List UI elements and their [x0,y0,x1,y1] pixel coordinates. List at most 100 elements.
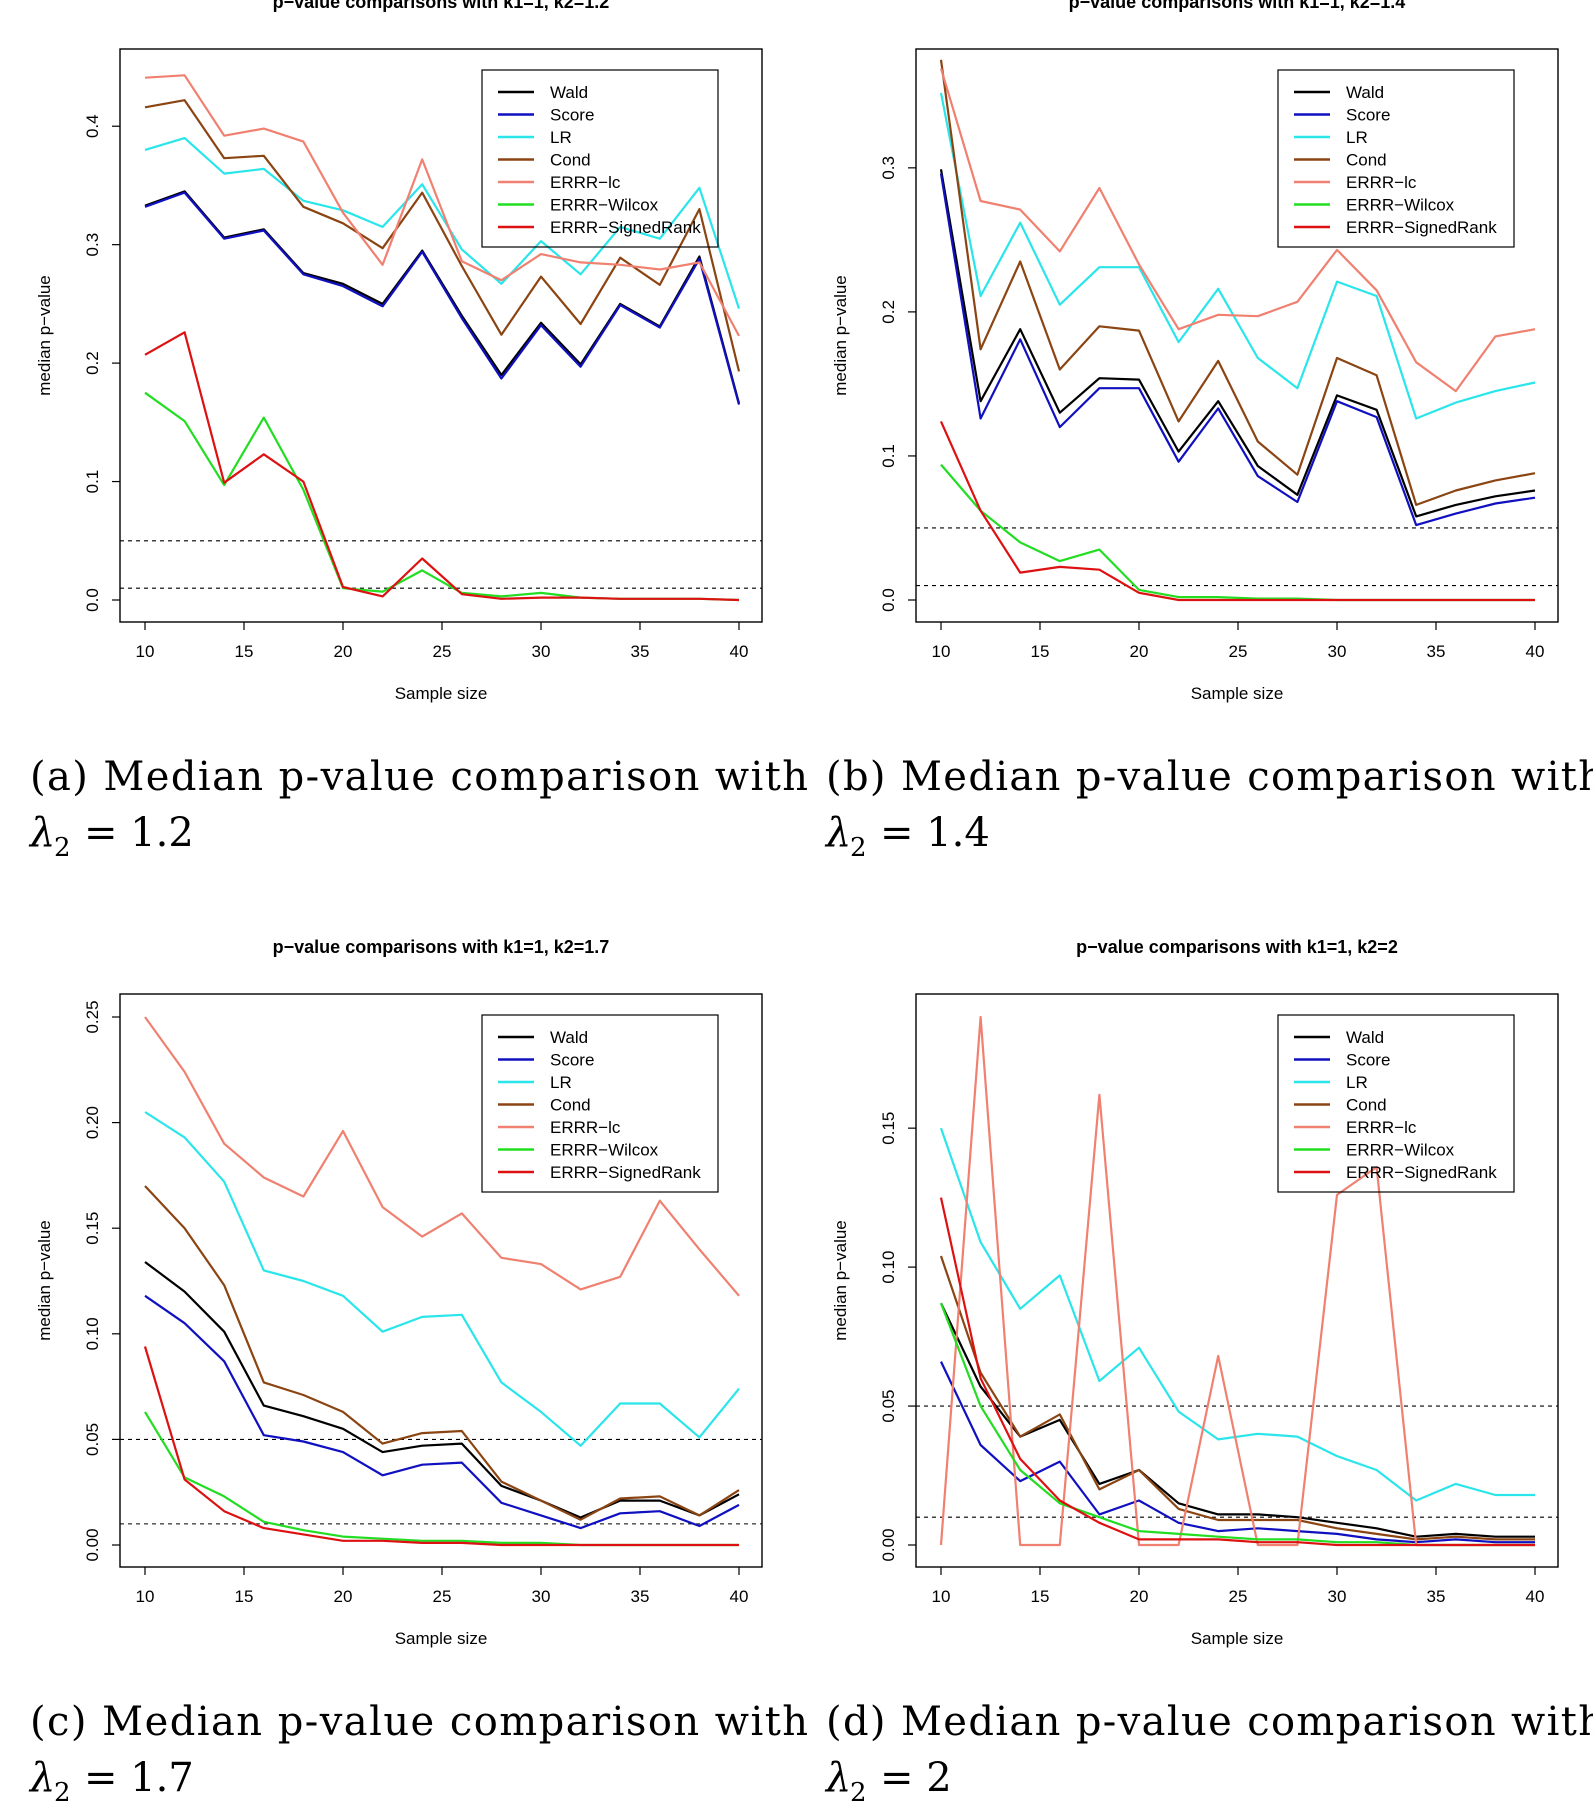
legend-label: Score [1346,1051,1390,1070]
x-tick-label: 25 [1229,1587,1248,1606]
x-tick-label: 20 [1130,1587,1149,1606]
y-tick-label: 0.25 [83,1000,102,1033]
figure-caption: (a) Median p-value comparison with [30,754,808,800]
series-line-errr-lc [939,68,1536,393]
series-line-errr-signedrank [144,331,740,602]
chart-title: p−value comparisons with k1=1, k2=1.4 [1069,0,1406,12]
caption-value: = 1.2 [84,810,194,856]
y-tick-label: 0.20 [83,1106,102,1139]
y-axis-label: median p−value [831,1220,850,1341]
x-tick-label: 15 [235,1587,254,1606]
legend-label: Cond [550,1096,591,1115]
legend-label: Score [550,1051,594,1070]
legend-label: Cond [1346,1096,1387,1115]
legend-label: Cond [550,151,591,170]
figure-caption: (c) Median p-value comparison with [30,1699,808,1745]
caption-lambda-symbol: λ [824,1755,851,1801]
x-axis-label: Sample size [1191,1629,1284,1648]
legend: Wald Score LR Cond ERRR−lc ERRR−Wilcox ERRR−Si… [1277,69,1515,248]
legend-box [1277,1014,1515,1193]
x-tick-label: 15 [235,642,254,661]
series-line-cond [939,1255,1535,1541]
series-line-cond [939,59,1536,507]
legend-label: ERRR−lc [1346,173,1417,192]
legend-label: ERRR−lc [1346,1118,1417,1137]
y-tick-label: 0.2 [83,351,102,375]
y-tick-label: 0.10 [879,1251,898,1284]
legend-label: Score [1346,106,1390,125]
y-tick-label: 0.00 [879,1528,898,1561]
x-tick-label: 10 [932,642,951,661]
y-tick-label: 0.0 [83,588,102,612]
x-tick-label: 10 [136,642,155,661]
series-line-score [144,1294,740,1530]
series-line-lr [939,1127,1535,1502]
series-line-score [144,191,741,405]
caption-value: = 1.7 [84,1755,194,1801]
plot-frame [915,48,1559,623]
y-tick-label: 0.3 [879,156,898,180]
x-tick-label: 30 [1328,1587,1347,1606]
legend-label: Cond [1346,151,1387,170]
chart-panel-1: p−value comparisons with k1=1, k2=1.2 10 1… [28,0,808,863]
y-axis-label: median p−value [35,275,54,396]
caption-lambda-symbol: λ [28,810,55,856]
x-tick-label: 20 [334,642,353,661]
plot-frame [915,993,1559,1568]
series-line-errr-lc [144,1016,740,1297]
x-tick-label: 30 [532,1587,551,1606]
plot-frame [119,993,763,1568]
legend-label: LR [1346,128,1368,147]
legend-label: ERRR−Wilcox [1346,196,1455,215]
chart-panel-3: p−value comparisons with k1=1, k2=1.7 10 1… [28,937,808,1808]
caption-value: = 1.4 [880,810,990,856]
legend-label: Wald [1346,83,1384,102]
y-tick-label: 0.15 [879,1112,898,1145]
series-line-errr-signedrank [939,1197,1535,1547]
legend: Wald Score LR Cond ERRR−lc ERRR−Wilcox ERRR−Si… [1277,1014,1515,1193]
series-line-lr [144,136,741,309]
legend-label: Wald [550,1028,588,1047]
caption-lambda-symbol: λ [28,1755,55,1801]
caption-lambda-symbol: λ [824,810,851,856]
chart-title: p−value comparisons with k1=1, k2=1.7 [273,937,610,957]
series-line-wald [940,1302,1535,1538]
series-line-cond [144,99,741,372]
y-tick-label: 0.15 [83,1212,102,1245]
x-tick-label: 25 [433,1587,452,1606]
y-tick-label: 0.1 [879,444,898,468]
legend-label: ERRR−Wilcox [550,196,659,215]
legend-box [481,1014,719,1193]
plot-frame [119,48,763,623]
x-tick-label: 15 [1031,1587,1050,1606]
x-tick-label: 30 [532,642,551,661]
chart-title: p−value comparisons with k1=1, k2=1.2 [273,0,610,12]
legend-label: Score [550,106,594,125]
figure-caption: (b) Median p-value comparison with [826,754,1593,800]
series-line-cond [144,1185,740,1521]
chart-title: p−value comparisons with k1=1, k2=2 [1076,937,1398,957]
series-line-errr-wilcox [940,463,1535,602]
caption-subscript: 2 [850,1778,867,1808]
y-tick-label: 0.3 [83,233,102,257]
x-axis-label: Sample size [1191,684,1284,703]
series-line-wald [144,1261,740,1519]
caption-value: = 2 [880,1755,952,1801]
x-tick-label: 20 [1130,642,1149,661]
x-tick-label: 30 [1328,642,1347,661]
legend-label: LR [550,1073,572,1092]
series-line-errr-wilcox [939,1302,1535,1547]
y-axis-label: median p−value [831,275,850,396]
caption-subscript: 2 [54,1778,71,1808]
legend: Wald Score LR Cond ERRR−lc ERRR−Wilcox ERRR−Si… [481,69,719,248]
legend-label: Wald [550,83,588,102]
x-tick-label: 40 [1526,1587,1545,1606]
x-tick-label: 25 [1229,642,1248,661]
legend-label: ERRR−SignedRank [550,1163,701,1182]
y-tick-label: 0.2 [879,300,898,324]
series-line-score [940,1361,1535,1544]
series-line-errr-lc [144,74,740,337]
legend-label: ERRR−lc [550,1118,621,1137]
y-tick-label: 0.00 [83,1528,102,1561]
